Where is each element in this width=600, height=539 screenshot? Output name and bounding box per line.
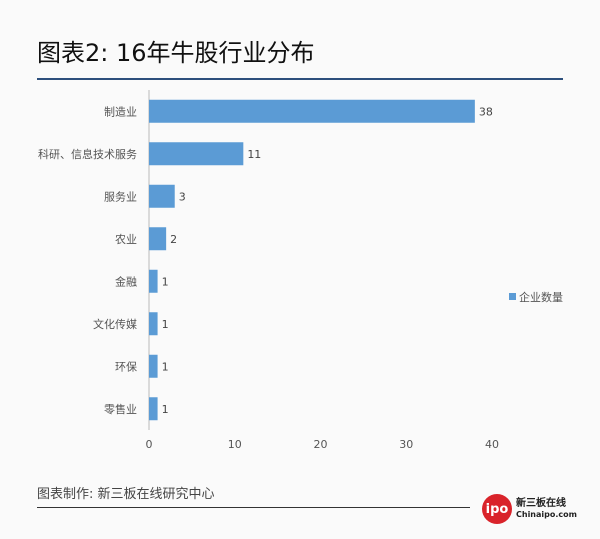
logo-mark: ipo bbox=[482, 494, 512, 524]
data-label: 3 bbox=[179, 190, 186, 203]
logo-name: 新三板在线 bbox=[516, 498, 566, 509]
chart-title: 图表2: 16年牛股行业分布 bbox=[37, 39, 315, 67]
x-tick-label: 10 bbox=[228, 438, 242, 451]
x-tick-label: 20 bbox=[314, 438, 328, 451]
bar bbox=[149, 184, 175, 208]
title-divider bbox=[37, 78, 563, 80]
category-label: 金融 bbox=[115, 274, 137, 288]
category-label: 服务业 bbox=[104, 190, 137, 203]
x-tick-label: 30 bbox=[399, 438, 413, 451]
bar bbox=[149, 269, 158, 293]
data-label: 11 bbox=[247, 148, 261, 161]
category-label: 零售业 bbox=[104, 402, 137, 416]
chart-source: 图表制作: 新三板在线研究中心 bbox=[37, 487, 215, 502]
bar bbox=[149, 397, 158, 421]
data-label: 1 bbox=[162, 275, 169, 288]
bar bbox=[149, 227, 167, 251]
bar bbox=[149, 99, 475, 123]
x-tick-label: 40 bbox=[485, 438, 499, 451]
data-label: 1 bbox=[162, 403, 169, 416]
brand-logo: ipo 新三板在线 Chinaipo.com bbox=[482, 494, 577, 524]
legend-label: 企业数量 bbox=[519, 290, 563, 304]
bar bbox=[149, 142, 244, 166]
x-tick-label: 0 bbox=[146, 438, 153, 451]
bar bbox=[149, 312, 158, 336]
footer-divider bbox=[37, 507, 470, 508]
data-label: 2 bbox=[170, 233, 177, 246]
data-label: 38 bbox=[479, 105, 493, 118]
logo-site: Chinaipo.com bbox=[516, 510, 577, 519]
category-label: 科研、信息技术服务 bbox=[38, 147, 137, 161]
data-label: 1 bbox=[162, 318, 169, 331]
category-label: 环保 bbox=[115, 359, 137, 373]
category-label: 文化传媒 bbox=[93, 317, 137, 331]
bar bbox=[149, 354, 158, 378]
data-label: 1 bbox=[162, 360, 169, 373]
category-label: 制造业 bbox=[104, 104, 137, 118]
legend-swatch bbox=[509, 293, 516, 300]
category-label: 农业 bbox=[115, 232, 137, 246]
